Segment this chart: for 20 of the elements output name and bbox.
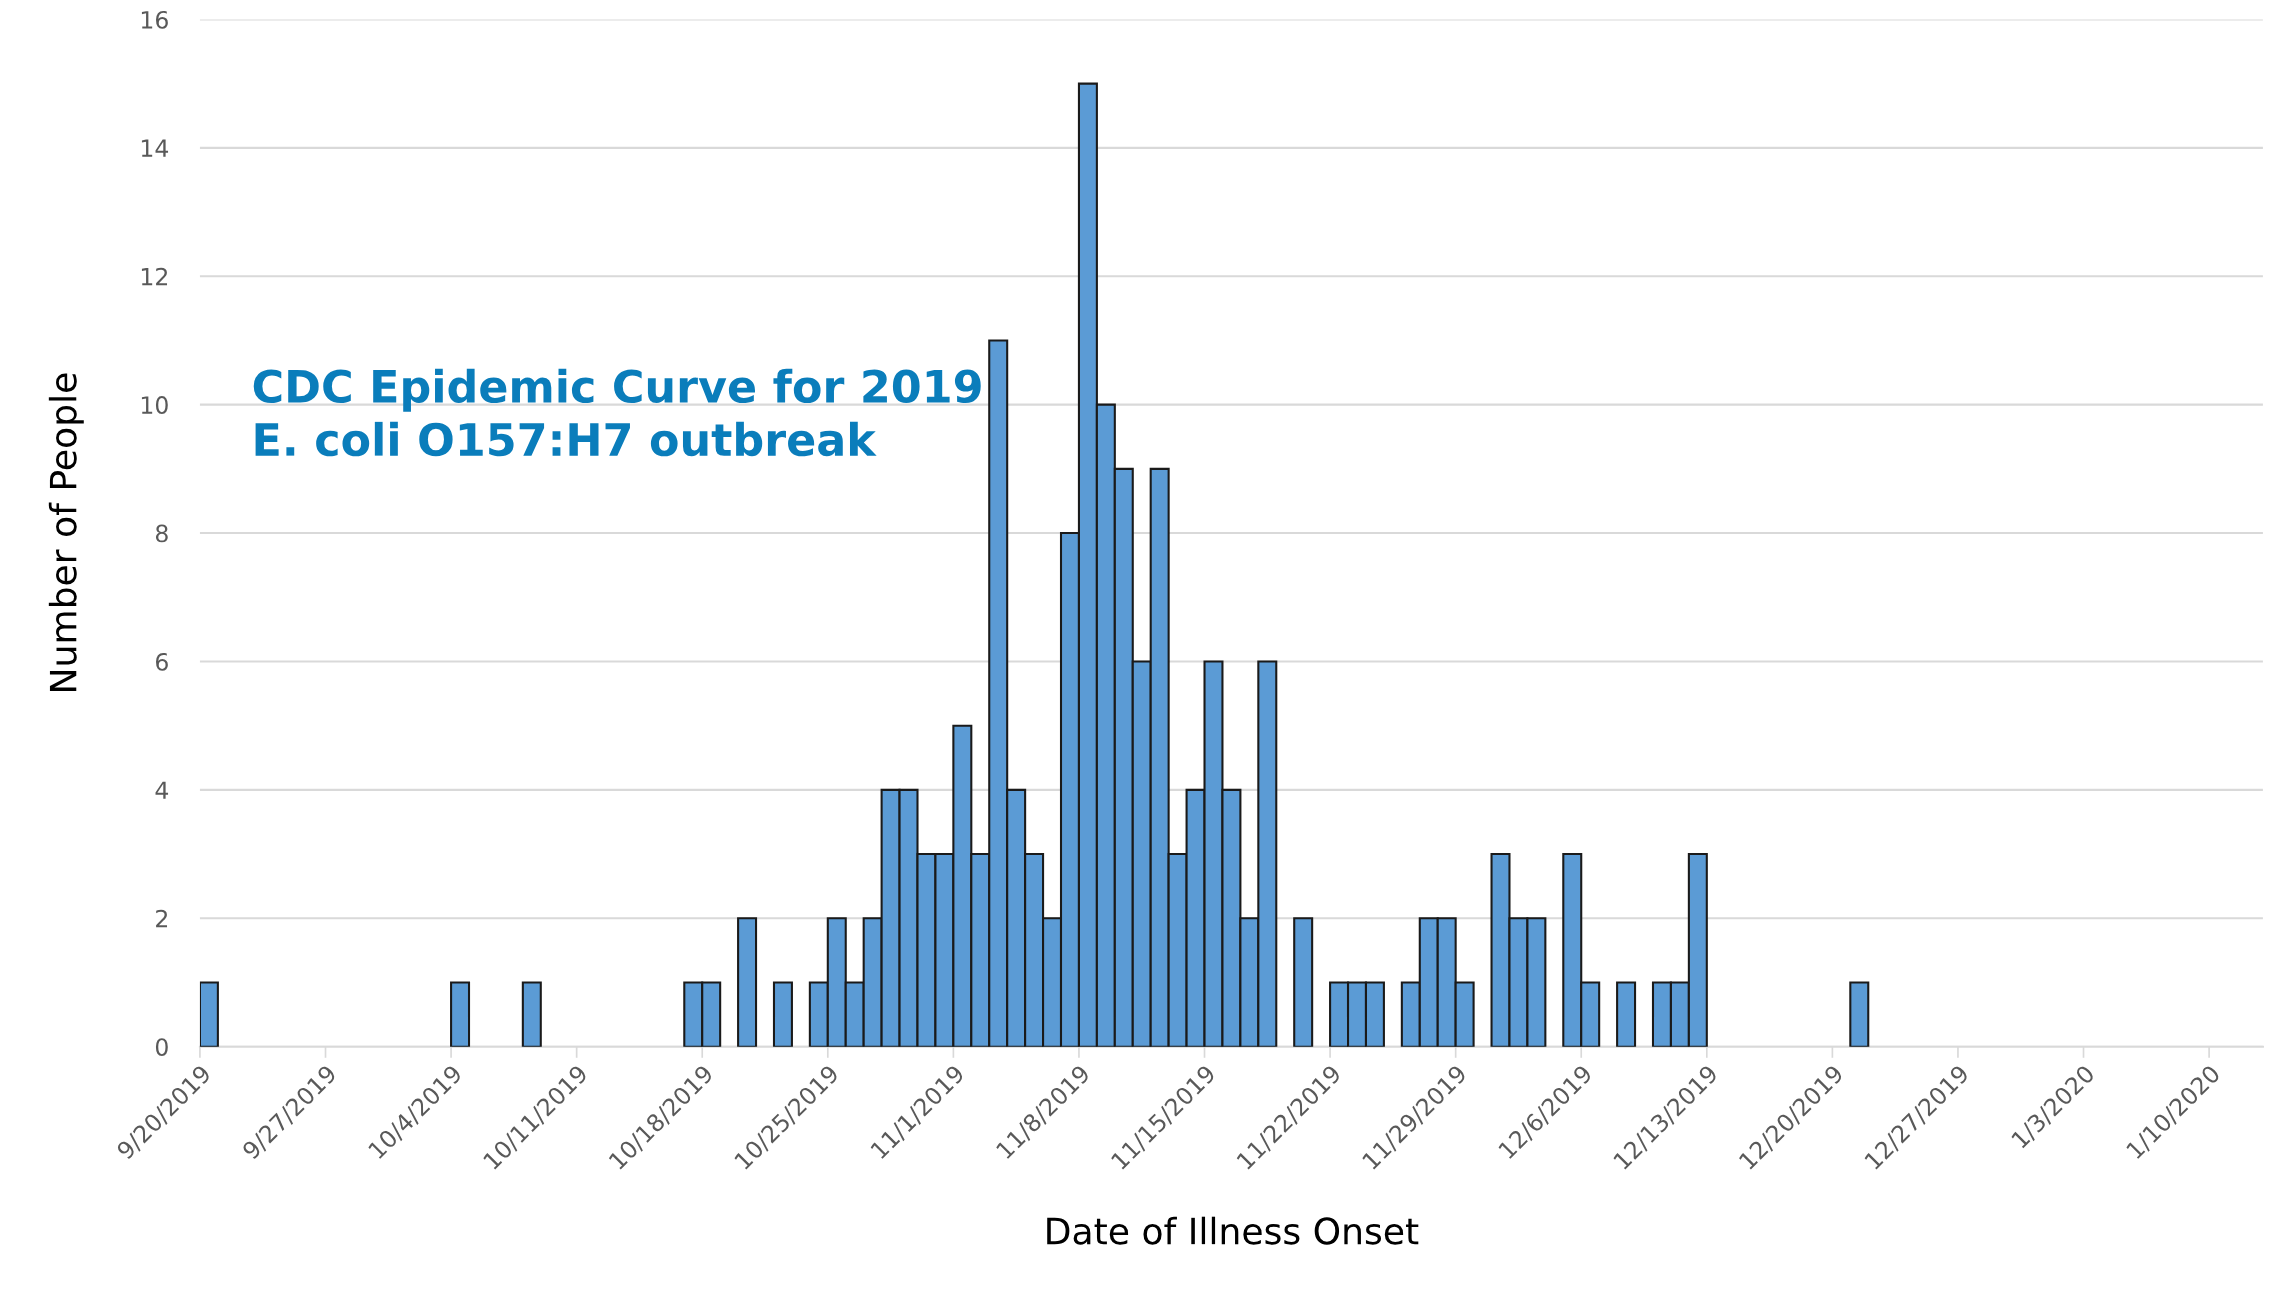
y-axis-title: Number of People [48,373,84,691]
bar [199,981,219,1047]
y-tick-label: 0 [155,1038,168,1056]
bar [521,981,542,1047]
y-tick-label: 14 [141,139,169,157]
y-tick-label: 12 [141,267,168,286]
y-tick-label: 6 [156,652,168,671]
bar [772,981,793,1047]
bar [1616,981,1637,1047]
y-tick-label: 10 [141,396,168,414]
text: CDC Epidemic Curve for 2019 E. coli O157:H7 outbreak [253,368,981,457]
bar [737,917,758,1047]
y-tick-label: 16 [141,10,168,29]
bar [1293,917,1314,1047]
bar [1849,981,1870,1047]
x-axis-title: Date of Illness Onset [1047,1216,1419,1245]
bar [450,981,471,1047]
y-tick-label: 8 [155,524,168,543]
y-tick-label: 2 [156,909,168,928]
y-tick-label: 4 [155,781,169,799]
